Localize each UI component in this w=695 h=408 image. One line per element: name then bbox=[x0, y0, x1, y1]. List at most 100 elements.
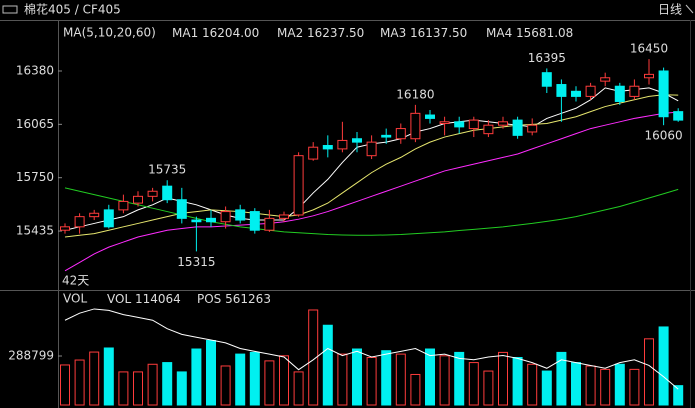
candle-body bbox=[439, 121, 450, 124]
candle-body bbox=[512, 119, 523, 136]
volume-bar bbox=[571, 362, 581, 406]
candle-body bbox=[337, 139, 348, 150]
legend-name: MA1 bbox=[172, 26, 198, 40]
candle-body bbox=[133, 195, 143, 204]
candle-body bbox=[483, 124, 494, 135]
legend-entry: MA3 16137.50 bbox=[380, 26, 467, 40]
candle-body bbox=[629, 85, 640, 97]
volume-bar bbox=[585, 365, 596, 406]
volume-bar bbox=[279, 355, 289, 406]
candle-body bbox=[571, 90, 581, 97]
volume-bar bbox=[527, 363, 538, 406]
extreme-label: 16395 bbox=[528, 51, 566, 65]
extreme-label: 15735 bbox=[148, 163, 186, 177]
volume-bar bbox=[264, 360, 275, 406]
legend-title: MA(5,10,20,60) bbox=[63, 26, 156, 40]
legend-entry: POS 561263 bbox=[197, 292, 271, 306]
period-label: 42天 bbox=[62, 274, 89, 288]
y-tick-label: 15750 bbox=[16, 170, 54, 184]
candle-body bbox=[220, 211, 231, 223]
volume-bar bbox=[395, 353, 406, 406]
candle-body bbox=[585, 85, 596, 97]
legend-entry: MA1 16204.00 bbox=[172, 26, 259, 40]
vol-title: VOL bbox=[63, 292, 87, 306]
legend-name: VOL bbox=[107, 292, 131, 306]
candle-body bbox=[644, 73, 654, 79]
candle-body bbox=[89, 212, 100, 218]
volume-bar bbox=[133, 371, 143, 406]
header-title: 棉花405 / CF405 bbox=[24, 2, 121, 17]
volume-bar bbox=[176, 371, 187, 406]
legend-name: MA4 bbox=[486, 26, 512, 40]
volume-bar bbox=[74, 359, 85, 406]
menu-icon[interactable] bbox=[2, 5, 18, 14]
volume-bar bbox=[337, 353, 348, 406]
volume-bar bbox=[454, 351, 465, 406]
legend-value: 16137.50 bbox=[410, 26, 467, 40]
candle-body bbox=[176, 199, 187, 219]
legend-value: 114064 bbox=[135, 292, 181, 306]
candle-body bbox=[498, 121, 508, 126]
candle-body bbox=[600, 77, 611, 82]
volume-bar bbox=[162, 362, 173, 406]
candle-body bbox=[425, 114, 435, 119]
legend-value: 15681.08 bbox=[516, 26, 573, 40]
volume-bar bbox=[381, 350, 392, 406]
volume-bar bbox=[235, 353, 246, 406]
volume-bar bbox=[658, 326, 669, 406]
candle-body bbox=[468, 119, 479, 130]
candle-body bbox=[103, 209, 114, 228]
y-tick-label: 15435 bbox=[16, 224, 54, 238]
candle-body bbox=[60, 226, 70, 231]
candle-body bbox=[673, 111, 684, 121]
candle-body bbox=[541, 72, 552, 87]
candle-body bbox=[162, 185, 173, 201]
pos-line bbox=[64, 308, 679, 390]
candle-body bbox=[264, 217, 275, 231]
candle-body bbox=[366, 141, 377, 157]
candle-body bbox=[191, 219, 202, 223]
volume-bar bbox=[249, 351, 260, 406]
period[interactable]: 日线 bbox=[658, 3, 682, 17]
candle-body bbox=[556, 84, 567, 97]
volume-bar bbox=[556, 351, 567, 406]
volume-bar bbox=[352, 348, 362, 406]
volume-bar bbox=[439, 355, 450, 406]
volume-bar bbox=[468, 362, 479, 406]
candle-body bbox=[74, 216, 85, 228]
volume-bar bbox=[410, 373, 421, 406]
volume-bar bbox=[614, 363, 625, 406]
y-tick-label: 16380 bbox=[16, 63, 54, 77]
volume-bar bbox=[498, 351, 508, 406]
legend-name: MA3 bbox=[380, 26, 406, 40]
candle-body bbox=[658, 70, 669, 118]
extreme-label: 16060 bbox=[645, 129, 683, 143]
legend-entry: VOL 114064 bbox=[107, 292, 181, 306]
candle-body bbox=[293, 155, 304, 216]
volume-bar bbox=[629, 368, 640, 406]
volume-bar bbox=[118, 371, 129, 406]
y-tick-label: 16065 bbox=[16, 117, 54, 131]
volume-bar bbox=[600, 368, 611, 406]
candle-body bbox=[410, 112, 421, 140]
candle-body bbox=[395, 128, 406, 140]
volume-bar bbox=[60, 364, 70, 406]
volume-bar bbox=[206, 340, 216, 406]
legend-value: 561263 bbox=[225, 292, 271, 306]
y-tick-label: 288799 bbox=[8, 348, 54, 362]
volume-bar bbox=[308, 309, 319, 406]
volume-bar bbox=[366, 356, 377, 406]
volume-bar bbox=[644, 338, 654, 406]
ma-line bbox=[64, 111, 679, 272]
volume-bar bbox=[483, 370, 494, 406]
volume-bar bbox=[673, 385, 684, 406]
candle-body bbox=[147, 190, 158, 197]
legend-value: 16237.50 bbox=[307, 26, 364, 40]
ma-line bbox=[64, 187, 679, 236]
candle-body bbox=[279, 214, 289, 219]
legend-entry: MA4 15681.08 bbox=[486, 26, 573, 40]
candle-body bbox=[614, 85, 625, 102]
volume-bar bbox=[191, 348, 202, 406]
candle-body bbox=[454, 121, 465, 128]
